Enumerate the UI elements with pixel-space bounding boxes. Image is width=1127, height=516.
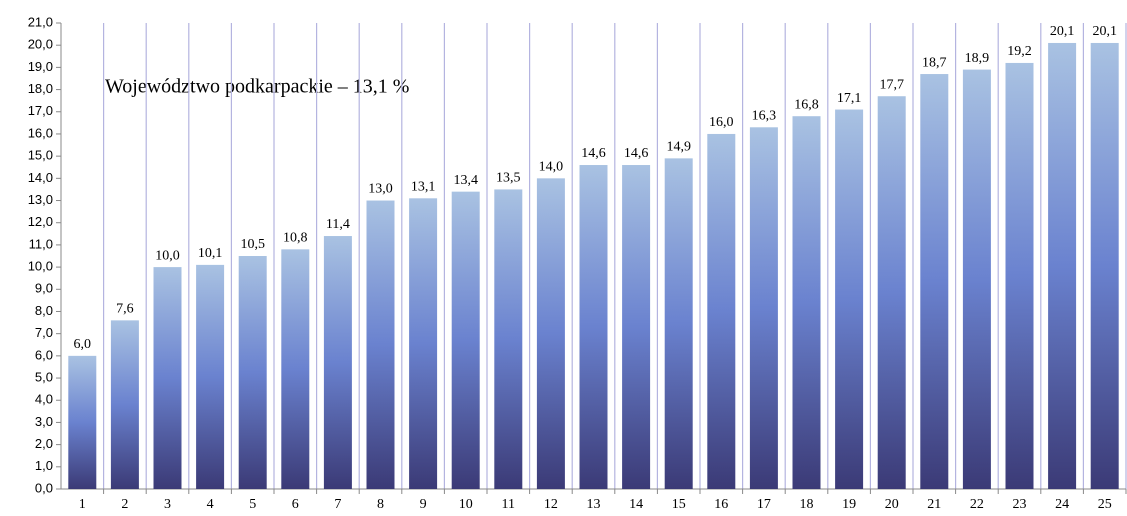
bar [1048, 42, 1077, 489]
bar [962, 69, 991, 489]
y-tick-label: 6,0 [35, 347, 53, 362]
data-label: 13,4 [453, 173, 478, 188]
bar [110, 320, 139, 489]
x-tick-label: 9 [420, 497, 427, 512]
bar [749, 127, 778, 490]
bar [153, 267, 182, 489]
data-label: 6,0 [74, 337, 92, 352]
data-label: 13,0 [368, 182, 393, 197]
bar [664, 158, 693, 489]
x-tick-label: 20 [885, 497, 899, 512]
data-label: 16,3 [752, 109, 777, 124]
data-label: 16,0 [709, 115, 734, 130]
y-tick-label: 10,0 [28, 259, 53, 274]
bar [409, 198, 438, 490]
data-label: 13,5 [496, 171, 521, 186]
y-tick-label: 2,0 [35, 436, 53, 451]
x-tick-label: 16 [714, 497, 728, 512]
data-label: 7,6 [116, 302, 134, 317]
bar [366, 200, 395, 489]
data-label: 14,6 [624, 146, 649, 161]
x-tick-label: 5 [249, 497, 256, 512]
y-tick-label: 17,0 [28, 103, 53, 118]
data-label: 17,1 [837, 91, 862, 106]
bar [835, 109, 864, 490]
bar [196, 264, 225, 489]
y-tick-label: 7,0 [35, 325, 53, 340]
y-tick-label: 14,0 [28, 170, 53, 185]
bar [451, 191, 480, 489]
data-label: 14,9 [666, 140, 691, 155]
y-tick-label: 11,0 [29, 236, 53, 251]
data-label: 20,1 [1050, 24, 1075, 39]
bar [323, 236, 352, 489]
data-label: 14,6 [581, 146, 606, 161]
data-label: 18,9 [965, 51, 990, 66]
y-tick-label: 16,0 [28, 125, 53, 140]
x-tick-label: 10 [459, 497, 473, 512]
y-tick-label: 13,0 [28, 192, 53, 207]
y-tick-label: 12,0 [28, 214, 53, 229]
bar [877, 96, 906, 489]
x-tick-label: 11 [502, 497, 515, 512]
y-tick-label: 9,0 [35, 281, 53, 296]
y-tick-label: 19,0 [28, 59, 53, 74]
y-tick-label: 18,0 [28, 81, 53, 96]
bar [281, 249, 310, 489]
bar [792, 116, 821, 489]
x-tick-label: 23 [1013, 497, 1027, 512]
x-tick-label: 3 [164, 497, 171, 512]
data-label: 10,8 [283, 231, 308, 246]
data-label: 14,0 [539, 160, 564, 175]
bar [238, 256, 267, 489]
x-tick-label: 19 [842, 497, 856, 512]
annotation: Województwo podkarpackie – 13,1 % [105, 76, 409, 98]
x-tick-label: 14 [629, 497, 643, 512]
x-tick-label: 2 [121, 497, 128, 512]
bar [494, 189, 523, 489]
data-label: 10,0 [155, 248, 180, 263]
x-tick-label: 7 [334, 497, 341, 512]
x-tick-label: 21 [927, 497, 941, 512]
y-tick-label: 20,0 [28, 37, 53, 52]
x-tick-label: 6 [292, 497, 299, 512]
data-label: 18,7 [922, 55, 947, 70]
x-tick-label: 25 [1098, 497, 1112, 512]
x-tick-label: 15 [672, 497, 686, 512]
data-label: 11,4 [326, 217, 350, 232]
x-tick-label: 4 [207, 497, 214, 512]
x-tick-label: 24 [1055, 497, 1069, 512]
y-tick-label: 21,0 [28, 14, 53, 29]
data-label: 17,7 [879, 77, 904, 92]
bar [536, 178, 565, 490]
data-label: 10,1 [198, 246, 223, 261]
data-label: 16,8 [794, 97, 819, 112]
x-tick-label: 1 [79, 497, 86, 512]
y-tick-label: 4,0 [35, 392, 53, 407]
y-tick-label: 1,0 [35, 458, 53, 473]
y-tick-label: 0,0 [35, 480, 53, 495]
bar [68, 355, 97, 489]
data-label: 10,5 [240, 237, 265, 252]
bar [622, 165, 651, 489]
bar [707, 133, 736, 489]
x-tick-label: 12 [544, 497, 558, 512]
y-tick-label: 8,0 [35, 303, 53, 318]
bar [579, 165, 608, 489]
y-tick-label: 3,0 [35, 414, 53, 429]
x-tick-label: 8 [377, 497, 384, 512]
x-tick-label: 22 [970, 497, 984, 512]
bar [1090, 42, 1119, 489]
data-label: 19,2 [1007, 44, 1032, 59]
x-tick-label: 13 [587, 497, 601, 512]
y-tick-label: 15,0 [28, 148, 53, 163]
x-tick-label: 18 [800, 497, 814, 512]
data-label: 20,1 [1092, 24, 1117, 39]
y-tick-label: 5,0 [35, 369, 53, 384]
bar [1005, 62, 1034, 489]
data-label: 13,1 [411, 180, 436, 195]
x-tick-label: 17 [757, 497, 771, 512]
bar [920, 74, 949, 490]
